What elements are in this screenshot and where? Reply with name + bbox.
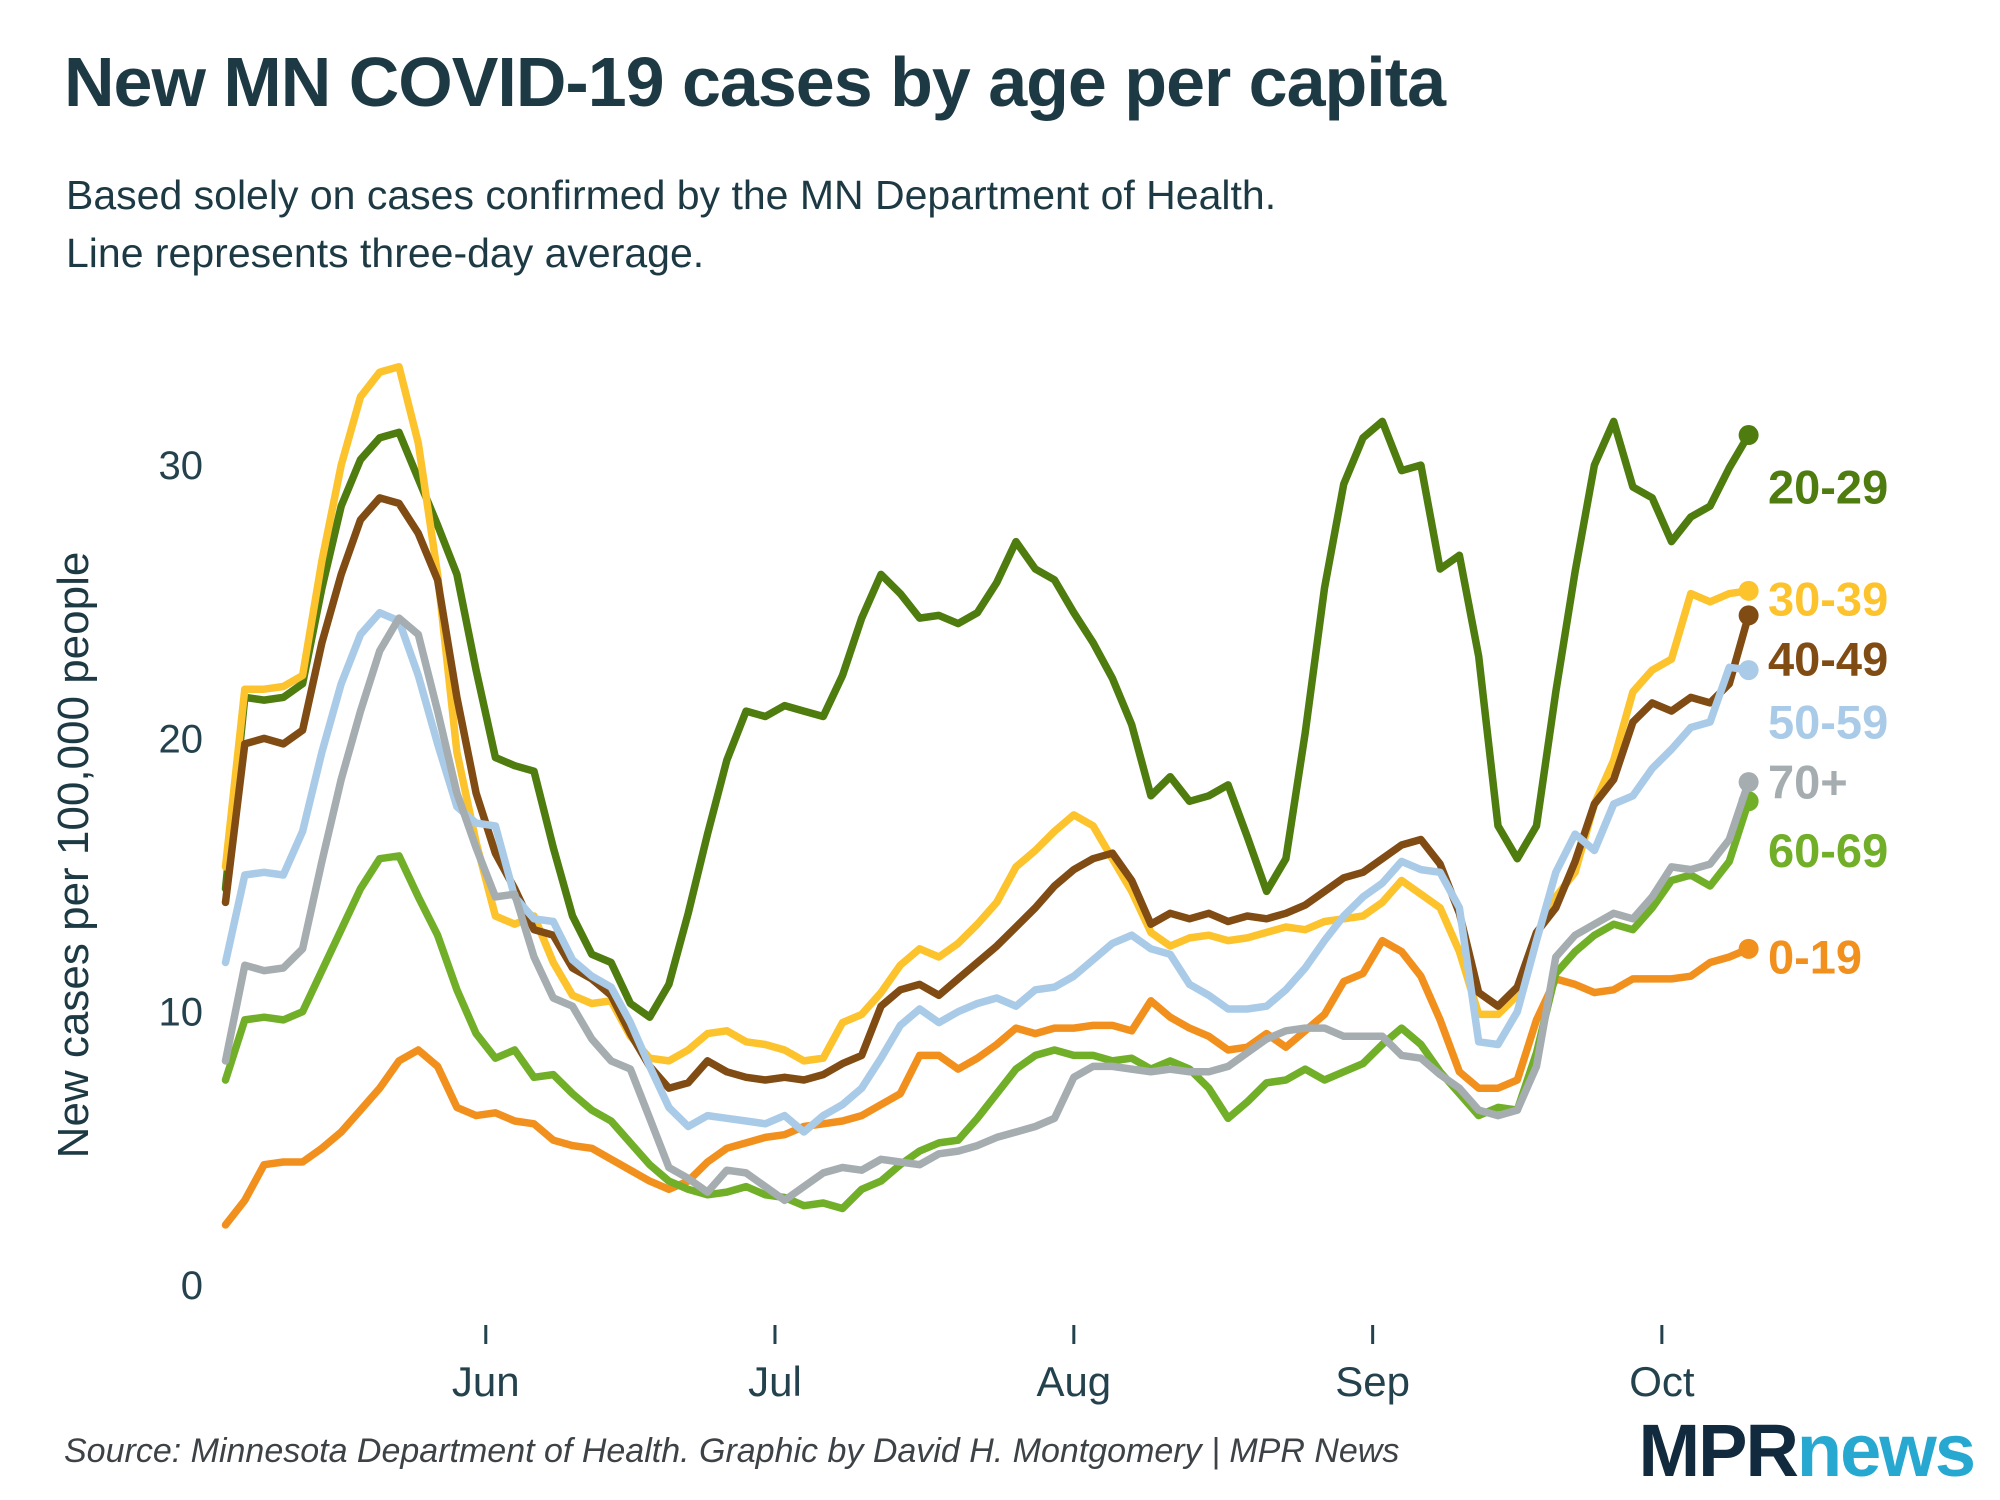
series-label-30-39: 30-39: [1768, 572, 1888, 625]
endpoint-dot-20-29: [1738, 425, 1759, 446]
endpoint-dot-70+: [1738, 772, 1759, 793]
chart-subtitle-line1: Based solely on cases confirmed by the M…: [66, 172, 1277, 218]
y-tick-label-0: 0: [181, 1264, 203, 1308]
endpoint-dot-50-59: [1738, 660, 1759, 681]
series-label-70+: 70+: [1768, 756, 1848, 809]
series-label-40-49: 40-49: [1768, 633, 1888, 686]
logo-mpr: MPR: [1638, 1409, 1798, 1492]
line-60-69: [221, 797, 1753, 1213]
series-label-20-29: 20-29: [1768, 460, 1888, 513]
chart-subtitle-line2: Line represents three-day average.: [66, 230, 705, 277]
source-credit: Source: Minnesota Department of Health. …: [64, 1432, 1400, 1470]
y-tick-label-20: 20: [159, 717, 204, 761]
line-20-29: [221, 417, 1753, 1021]
chart-subtitle: Based solely on cases confirmed by the M…: [66, 166, 1276, 282]
endpoint-dot-40-49: [1738, 605, 1759, 626]
endpoint-dot-0-19: [1738, 938, 1759, 959]
y-axis-title: New cases per 100,000 people: [49, 552, 98, 1159]
line-40-49: [221, 494, 1753, 1092]
line-50-59: [221, 608, 1753, 1136]
series-label-60-69: 60-69: [1768, 824, 1888, 877]
mpr-news-logo: MPRnews: [1638, 1408, 1976, 1493]
y-tick-label-10: 10: [159, 991, 204, 1035]
x-tick-label-Jun: Jun: [452, 1358, 520, 1405]
chart-title: New MN COVID-19 cases by age per capita: [64, 43, 1446, 121]
x-tick-label-Oct: Oct: [1629, 1358, 1695, 1405]
series-label-0-19: 0-19: [1768, 930, 1862, 983]
line-70+: [221, 614, 1753, 1205]
series-label-50-59: 50-59: [1768, 695, 1888, 748]
y-tick-label-30: 30: [159, 444, 204, 488]
x-tick-label-Aug: Aug: [1036, 1358, 1111, 1405]
logo-news: news: [1796, 1409, 1976, 1492]
endpoint-dot-30-39: [1738, 580, 1759, 601]
x-tick-label-Sep: Sep: [1335, 1358, 1410, 1405]
x-tick-label-Jul: Jul: [748, 1358, 802, 1405]
line-0-19: [221, 936, 1753, 1229]
